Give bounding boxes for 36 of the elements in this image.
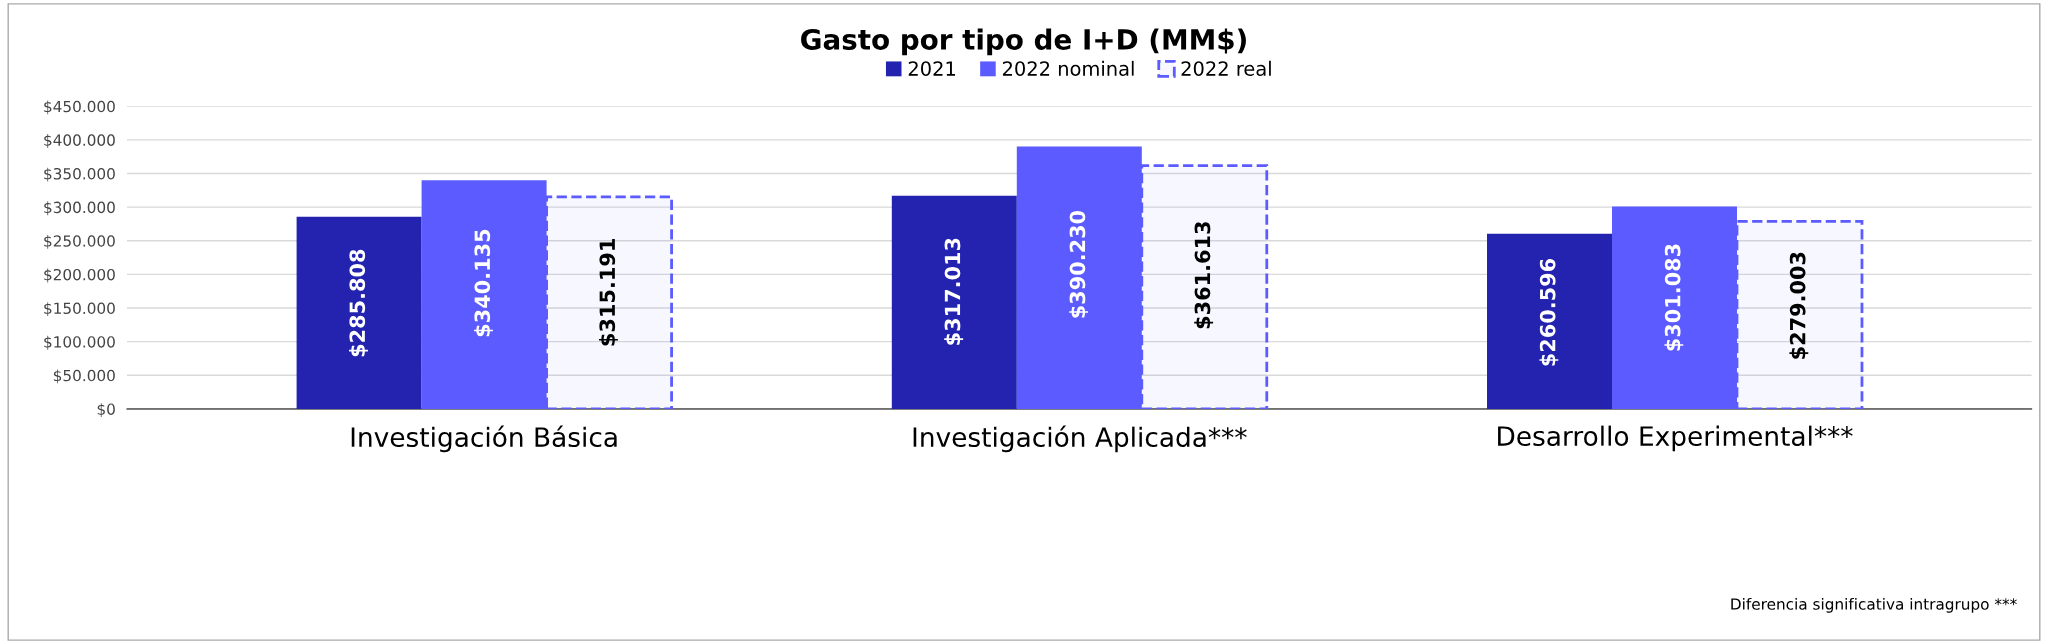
bar bbox=[1487, 233, 1612, 409]
y-tick-label: $50.000 bbox=[53, 369, 115, 384]
data-label: $279.003 bbox=[1789, 252, 1809, 359]
data-label: $317.013 bbox=[944, 238, 964, 345]
chart-title: Gasto por tipo de I+D (MM$) bbox=[801, 28, 1246, 56]
legend-label: 2022 nominal bbox=[1002, 60, 1134, 76]
y-tick-label: $200.000 bbox=[44, 268, 115, 283]
bar bbox=[1016, 146, 1142, 409]
data-label: $285.808 bbox=[349, 249, 368, 357]
data-label: $315.191 bbox=[599, 239, 618, 346]
bar bbox=[296, 216, 422, 409]
bar bbox=[545, 195, 673, 409]
y-tick-label: $300.000 bbox=[44, 201, 115, 216]
x-tick-label: Investigación Básica bbox=[351, 425, 617, 453]
data-label: $340.135 bbox=[474, 229, 493, 337]
data-label: $361.613 bbox=[1194, 222, 1214, 329]
data-label: $390.230 bbox=[1069, 210, 1089, 318]
x-tick-label: Investigación Aplicada*** bbox=[913, 425, 1247, 453]
y-tick-label: $400.000 bbox=[44, 134, 115, 148]
y-tick-label: $150.000 bbox=[44, 302, 115, 317]
bar bbox=[1612, 206, 1737, 409]
bar bbox=[421, 180, 547, 409]
y-tick-label: $450.000 bbox=[44, 100, 115, 115]
x-tick-label: Desarrollo Experimental*** bbox=[1498, 425, 1853, 452]
bar bbox=[1735, 219, 1864, 409]
legend-label: 2021 bbox=[908, 61, 956, 76]
y-tick-label: $350.000 bbox=[44, 167, 115, 182]
y-tick-label: $100.000 bbox=[44, 335, 115, 350]
data-label: $260.596 bbox=[1539, 258, 1559, 366]
y-tick-label: $250.000 bbox=[44, 234, 115, 249]
legend-label: 2022 real bbox=[1181, 60, 1271, 76]
text: Diferencia significativa intragrupo *** bbox=[1731, 597, 2017, 613]
data-label: $301.083 bbox=[1664, 244, 1684, 351]
y-tick-label: $0 bbox=[97, 403, 115, 417]
bar bbox=[1140, 164, 1269, 409]
bar bbox=[891, 195, 1017, 409]
